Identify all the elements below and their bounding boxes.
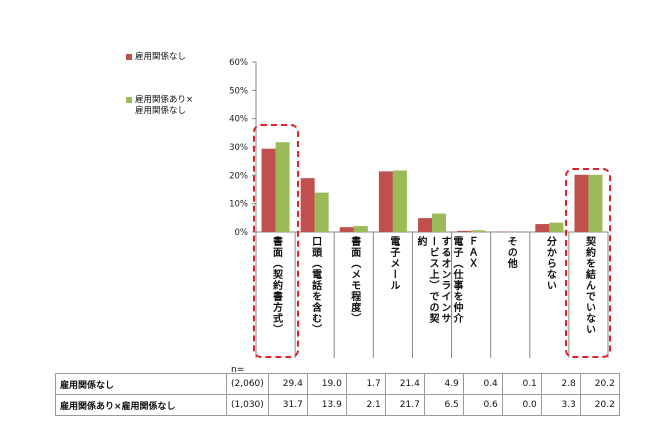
sample-size-cell: (1,030) — [226, 394, 269, 416]
legend-swatch — [126, 97, 132, 103]
bar-series-1 — [574, 174, 589, 232]
y-tick-label: 40% — [229, 115, 248, 125]
table-row: 雇用関係あり×雇用関係なし (1,030) 31.7 13.9 2.1 21.7 6.5 0.… — [55, 394, 620, 416]
bar-series-2 — [471, 230, 486, 232]
category-label: 口頭（電話を含む） — [309, 236, 321, 335]
table-cell: 20.2 — [579, 394, 620, 416]
category-label: 電子（仕事を仲介するオンラインサービス上）での契約 — [415, 236, 462, 324]
bar-series-2 — [432, 213, 446, 232]
table-cell: 3.3 — [540, 394, 581, 416]
row-label: 雇用関係なし — [55, 373, 227, 395]
y-tick-label: 20% — [229, 171, 248, 181]
category-label: 契約を結んでいない — [583, 236, 595, 335]
y-tick-label: 30% — [229, 143, 248, 153]
table-cell: 20.2 — [579, 373, 620, 395]
bar-series-1 — [300, 178, 315, 232]
table-cell: 19.0 — [306, 373, 347, 395]
y-tick-label: 50% — [229, 86, 248, 96]
category-label: 電子メール — [387, 236, 399, 291]
sample-size-cell: (2,060) — [226, 373, 269, 395]
highlight-box-2 — [565, 168, 611, 358]
table-cell: 31.7 — [267, 394, 308, 416]
bar-series-1 — [261, 148, 276, 232]
table-cell: 4.9 — [423, 373, 464, 395]
table-cell: 21.4 — [384, 373, 425, 395]
table-cell: 0.0 — [501, 394, 542, 416]
table-cell: 6.5 — [423, 394, 464, 416]
table-cell: 0.6 — [462, 394, 503, 416]
category-label: 分からない — [544, 236, 556, 291]
table-row: 雇用関係なし (2,060) 29.4 19.0 1.7 21.4 4.9 0.4 0.1 2.8… — [55, 373, 620, 395]
bar-series-2 — [275, 142, 290, 232]
category-label: 書面（メモ程度） — [348, 236, 360, 324]
bar-series-2 — [314, 192, 329, 232]
table-cell: 13.9 — [306, 394, 347, 416]
category-label: 書面（契約書方式） — [270, 236, 282, 335]
n-label: n= — [231, 365, 245, 375]
bar-series-1 — [418, 218, 432, 232]
bar-series-2 — [588, 174, 603, 232]
category-label: その他 — [505, 236, 517, 269]
y-tick-label: 10% — [229, 200, 248, 210]
table-cell: 29.4 — [267, 373, 308, 395]
row-label: 雇用関係あり×雇用関係なし — [55, 394, 227, 416]
legend-swatch — [126, 54, 132, 60]
table-cell: 21.7 — [384, 394, 425, 416]
bar-series-2 — [392, 170, 407, 232]
y-tick-label: 60% — [229, 58, 248, 68]
bar-series-1 — [457, 230, 472, 232]
legend-label: 雇用関係なし — [135, 52, 187, 62]
legend-label: 雇用関係あり× 雇用関係なし — [135, 95, 194, 116]
table-cell: 0.4 — [462, 373, 503, 395]
category-label: ＦＡＸ — [466, 236, 478, 269]
highlight-box-1 — [253, 124, 299, 358]
y-tick-label: 0% — [235, 228, 249, 238]
bar-series-1 — [378, 171, 393, 232]
table-cell: 2.8 — [540, 373, 581, 395]
table-cell: 0.1 — [501, 373, 542, 395]
bar-series-2 — [353, 226, 368, 232]
table-cell: 1.7 — [345, 373, 386, 395]
bar-series-1 — [339, 227, 354, 232]
bar-series-1 — [535, 224, 550, 232]
data-table: 雇用関係なし (2,060) 29.4 19.0 1.7 21.4 4.9 0.4 0.1 2.8… — [55, 373, 620, 416]
table-cell: 2.1 — [345, 394, 386, 416]
bar-series-2 — [549, 222, 564, 232]
